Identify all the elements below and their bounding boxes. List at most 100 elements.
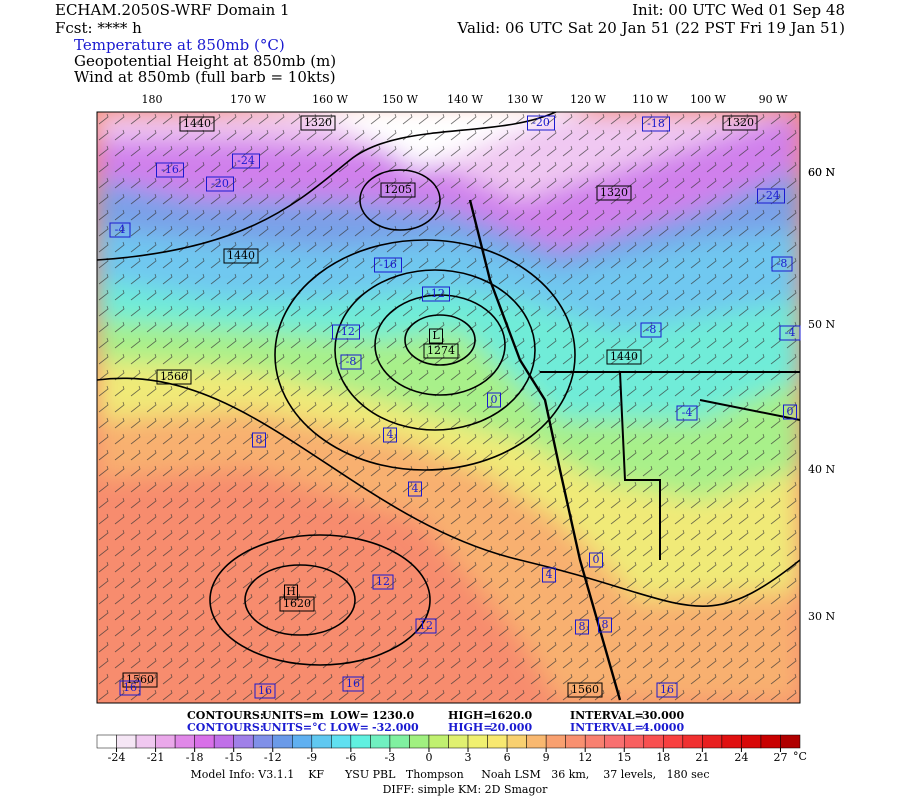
- forecast: Fcst: **** h: [55, 19, 142, 37]
- model-info: Model Info: V3.1.1 KF YSU PBL Thompson N…: [191, 768, 710, 781]
- colorbar-tick-label: 0: [425, 751, 432, 764]
- contour-label: 16: [660, 683, 674, 696]
- contour-info-text: UNITS=°C: [262, 721, 327, 734]
- colorbar-swatch: [409, 734, 430, 749]
- colorbar-swatch: [311, 734, 332, 749]
- contour-labels: 1440 1320 -20 -18 1320 -24 -16 -20 1205 1320 -24 -4…: [109, 115, 801, 699]
- contour-label-box: [542, 567, 556, 583]
- contour-label: -18: [647, 117, 665, 130]
- map-area: [97, 112, 800, 703]
- colorbar-swatch: [135, 734, 156, 749]
- contour-label-box: [596, 185, 632, 201]
- colorbar-tick-label: 27: [773, 751, 787, 764]
- field-height: Geopotential Height at 850mb (m): [74, 52, 336, 70]
- longitude-label: 160 W: [312, 93, 348, 106]
- contour-label-box: [300, 115, 336, 131]
- field-wind: Wind at 850mb (full barb = 10kts): [74, 68, 336, 86]
- colorbar-swatch: [370, 734, 391, 749]
- contour-label: -12: [337, 325, 355, 338]
- colorbar-swatch: [487, 734, 508, 749]
- contour-label-box: [589, 552, 603, 568]
- contour-label: -20: [211, 177, 229, 190]
- colorbar-tick-label: -9: [306, 751, 317, 764]
- colorbar-swatch: [213, 734, 234, 749]
- contour-label-box: [119, 680, 141, 696]
- contour-label-box: [340, 354, 362, 370]
- contour-label: -24: [762, 189, 780, 202]
- contour-info-text: 30.000: [642, 709, 684, 722]
- contour-label-box: [676, 405, 698, 421]
- colorbar-swatch: [565, 734, 586, 749]
- contour-label: -16: [161, 163, 179, 176]
- colorbar-tick-label: -12: [264, 751, 282, 764]
- contour-label: 1440: [610, 350, 638, 363]
- contour-label-box: [783, 404, 797, 420]
- contour-label: -8: [777, 257, 788, 270]
- contour-label: 1274: [427, 344, 455, 357]
- contour-label: 1320: [600, 186, 628, 199]
- colorbar-tick-label: 18: [656, 751, 670, 764]
- colorbar-unit: °C: [793, 750, 807, 763]
- colorbar-swatch: [545, 734, 566, 749]
- colorbar-swatch: [233, 734, 254, 749]
- colorbar-swatch: [331, 734, 352, 749]
- contour-label-box: [372, 574, 394, 590]
- contour-label-box: [284, 584, 298, 600]
- contour-label: 4: [387, 428, 394, 441]
- contour-label-box: [598, 617, 612, 633]
- latitude-label: 60 N: [808, 166, 835, 179]
- contour-label-box: [179, 116, 215, 132]
- colorbar-swatch: [252, 734, 274, 749]
- contour-info-text: -32.000: [372, 721, 419, 734]
- colorbar-tick-label: 12: [578, 751, 592, 764]
- diff-info: DIFF: simple KM: 2D Smagor: [383, 783, 549, 796]
- contour-label: 16: [346, 677, 360, 690]
- contour-label: 1560: [160, 370, 188, 383]
- colorbar-swatch: [526, 734, 547, 749]
- contour-label-box: [223, 248, 259, 264]
- contour-label: 12: [419, 619, 433, 632]
- contour-label: -12: [427, 287, 445, 300]
- contour-label: -4: [785, 326, 796, 339]
- contour-label: 1205: [384, 183, 412, 196]
- valid-time: Valid: 06 UTC Sat 20 Jan 51 (22 PST Fri …: [457, 19, 845, 37]
- latitude-label: 40 N: [808, 463, 835, 476]
- colorbar-swatch: [643, 734, 664, 749]
- colorbar-swatch: [760, 734, 781, 749]
- map-frame: [96, 111, 801, 704]
- longitude-label: 110 W: [632, 93, 668, 106]
- contour-label: -8: [646, 323, 657, 336]
- colorbar-tick-label: -3: [385, 751, 396, 764]
- colorbar-swatch: [624, 734, 645, 749]
- colorbar-swatch: [350, 734, 371, 749]
- contour-label-box: [779, 325, 801, 341]
- colorbar-tick-label: -21: [147, 751, 165, 764]
- contour-info-text: INTERVAL=: [570, 709, 644, 722]
- contour-label: 8: [256, 433, 263, 446]
- coastline: [468, 199, 622, 701]
- contour-label: 1440: [183, 117, 211, 130]
- colorbar-tick-label: -6: [346, 751, 357, 764]
- contour-label-box: [606, 349, 642, 365]
- latitude-label: 50 N: [808, 318, 835, 331]
- contour-label: 1440: [227, 249, 255, 262]
- colorbar-swatch: [682, 734, 703, 749]
- contour-label: 16: [258, 684, 272, 697]
- contour-label: 8: [602, 618, 609, 631]
- colorbar-tick-label: 6: [504, 751, 511, 764]
- contour-label-box: [423, 343, 459, 359]
- colorbar-swatch: [584, 734, 605, 749]
- contour-label-box: [380, 182, 416, 198]
- contour-label-box: [408, 481, 422, 497]
- contour-label-box: [757, 188, 785, 204]
- longitude-label: 100 W: [690, 93, 726, 106]
- contour-label: 0: [593, 553, 600, 566]
- contour-label-box: [487, 392, 501, 408]
- colorbar-swatch: [604, 734, 625, 749]
- colorbar-swatch: [506, 734, 527, 749]
- contour-label-box: [254, 683, 276, 699]
- colorbar-swatch: [702, 734, 723, 749]
- colorbar-tick-label: 9: [543, 751, 550, 764]
- colorbar-tick-label: -15: [225, 751, 243, 764]
